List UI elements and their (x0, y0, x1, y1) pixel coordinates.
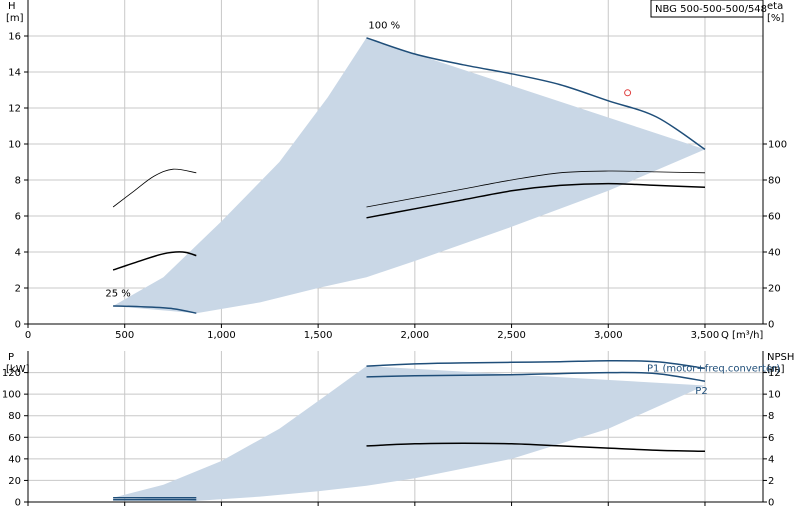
left-tick-label-0-0: 0 (15, 320, 21, 331)
curve-annotation-0: 100 % (368, 20, 400, 31)
curve-annotation-1: 25 % (105, 289, 130, 300)
series-line-1-0 (366, 359, 706, 370)
right-axis-unit-1: [m] (767, 364, 785, 375)
x-tick-label-3: 1,500 (304, 330, 333, 341)
x-tick-label-7: 3,500 (691, 330, 720, 341)
right-tick-label-0-0: 0 (768, 320, 774, 331)
series-label-1: P2 (695, 386, 707, 397)
series-line-1-4 (366, 442, 706, 453)
left-tick-label-0-1: 2 (15, 284, 21, 295)
x-tick-label-2: 1,000 (207, 330, 236, 341)
x-tick-label-1: 500 (115, 330, 134, 341)
right-tick-label-1-5: 10 (768, 390, 781, 401)
series-line-0-1 (113, 305, 197, 314)
x-axis-unit-label: Q [m³/h] (721, 330, 763, 341)
operating-range-1 (113, 366, 706, 501)
x-tick-label-4: 2,000 (401, 330, 430, 341)
left-tick-label-1-6: 120 (2, 368, 21, 379)
left-tick-label-1-1: 20 (8, 476, 21, 487)
chart-title: NBG 500-500-500/548 (655, 4, 767, 15)
left-axis-label-0: H (8, 1, 16, 12)
left-axis-unit-1: [kW] (6, 364, 30, 375)
left-tick-label-1-4: 80 (8, 411, 21, 422)
x-tick-label-0: 0 (25, 330, 31, 341)
left-tick-label-0-8: 16 (8, 32, 21, 43)
left-tick-label-0-3: 6 (15, 212, 21, 223)
series-line-0-4 (112, 168, 197, 208)
left-tick-label-1-2: 40 (8, 454, 21, 465)
right-tick-label-1-3: 6 (768, 433, 774, 444)
duty-point-marker (624, 89, 632, 97)
series-line-0-2 (112, 251, 197, 271)
right-axis-unit-0: [%] (767, 13, 784, 24)
right-axis-label-1: NPSH (767, 352, 794, 363)
left-axis-label-1: P (8, 352, 14, 363)
right-tick-label-1-4: 8 (768, 411, 774, 422)
left-tick-label-0-6: 12 (8, 104, 21, 115)
right-tick-label-1-2: 4 (768, 454, 774, 465)
right-tick-label-0-5: 100 (768, 140, 787, 151)
right-tick-label-1-1: 2 (768, 476, 774, 487)
x-tick-label-5: 2,500 (497, 330, 526, 341)
left-tick-label-0-4: 8 (15, 176, 21, 187)
left-tick-label-0-7: 14 (8, 68, 21, 79)
right-tick-label-1-6: 12 (768, 368, 781, 379)
series-line-1-1 (366, 371, 706, 382)
series-line-0-5 (366, 170, 706, 208)
right-tick-label-0-4: 80 (768, 176, 781, 187)
left-tick-label-0-2: 4 (15, 248, 21, 259)
right-axis-label-0: eta (767, 1, 783, 12)
right-tick-label-0-1: 20 (768, 284, 781, 295)
left-tick-label-1-0: 0 (15, 498, 21, 509)
left-tick-label-1-3: 60 (8, 433, 21, 444)
operating-range-0 (113, 37, 706, 314)
title-box (650, 0, 764, 18)
right-tick-label-1-0: 0 (768, 498, 774, 509)
left-tick-label-1-5: 100 (2, 390, 21, 401)
right-tick-label-0-3: 60 (768, 212, 781, 223)
series-line-0-0 (366, 37, 706, 151)
x-tick-label-6: 3,000 (594, 330, 623, 341)
series-line-0-3 (366, 182, 706, 219)
series-label-0: P1 (motor+freq.converter) (647, 363, 780, 374)
left-axis-unit-0: [m] (6, 13, 24, 24)
right-tick-label-0-2: 40 (768, 248, 781, 259)
left-tick-label-0-5: 10 (8, 140, 21, 151)
